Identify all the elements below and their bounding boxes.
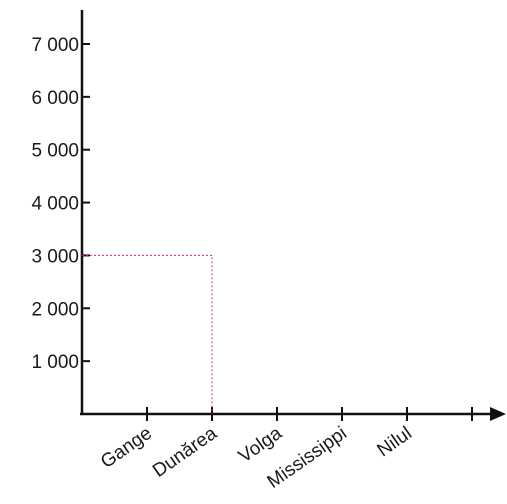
y-tick-label: 7 000: [31, 35, 79, 56]
x-axis-arrowhead: [490, 407, 506, 421]
y-tick-label: 5 000: [31, 141, 79, 162]
x-category-label: Volga: [235, 423, 286, 468]
y-tick-label: 6 000: [31, 88, 79, 109]
x-category-label: Dunărea: [149, 423, 221, 482]
x-category-label: Gange: [97, 423, 156, 473]
y-tick-label: 2 000: [31, 299, 79, 320]
y-ticks: 1 000 2 000 3 000 4 000 5 000 6 000 7 000: [31, 35, 90, 373]
y-tick-label: 4 000: [31, 194, 79, 215]
guide-line-dunarea: [82, 254, 213, 414]
y-tick-label: 3 000: [31, 246, 79, 267]
guide-lines: [82, 254, 213, 414]
x-category-label: Nilul: [374, 423, 416, 461]
y-tick-label: 1 000: [31, 352, 79, 373]
